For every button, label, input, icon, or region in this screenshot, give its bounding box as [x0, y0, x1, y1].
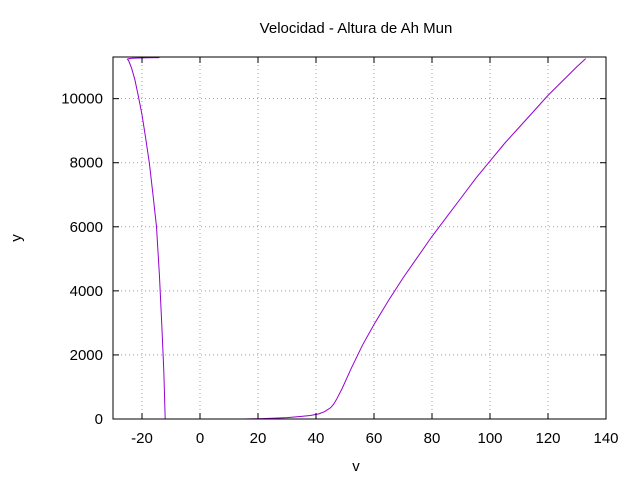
x-tick-label: 120 — [535, 430, 560, 447]
series-line-1 — [243, 58, 587, 420]
y-tick-label: 2000 — [70, 347, 103, 364]
grid-lines — [113, 57, 606, 419]
x-tick-label: 0 — [196, 430, 204, 447]
x-axis-label: v — [352, 458, 360, 475]
x-tick-label: 140 — [593, 430, 618, 447]
plot-frame — [112, 56, 607, 420]
x-tick-label: 40 — [308, 430, 325, 447]
x-tick-label: 20 — [250, 430, 267, 447]
axis-ticks: -20 0 20 40 60 80 100 120 140 0 2000 4000 6000 8000 10… — [61, 57, 619, 447]
y-tick-label: 4000 — [70, 283, 103, 300]
x-tick-label: 60 — [366, 430, 383, 447]
x-tick-label: -20 — [131, 430, 153, 447]
chart-title: Velocidad - Altura de Ah Mun — [260, 20, 453, 37]
y-tick-label: 8000 — [70, 155, 103, 172]
data-curves — [126, 57, 587, 420]
y-tick-label: 10000 — [61, 91, 103, 108]
series-line-0 — [126, 57, 166, 420]
x-tick-label: 80 — [424, 430, 441, 447]
x-tick-label: 100 — [477, 430, 502, 447]
y-tick-label: 6000 — [70, 219, 103, 236]
y-axis-label: y — [8, 234, 25, 242]
y-tick-label: 0 — [95, 411, 103, 428]
